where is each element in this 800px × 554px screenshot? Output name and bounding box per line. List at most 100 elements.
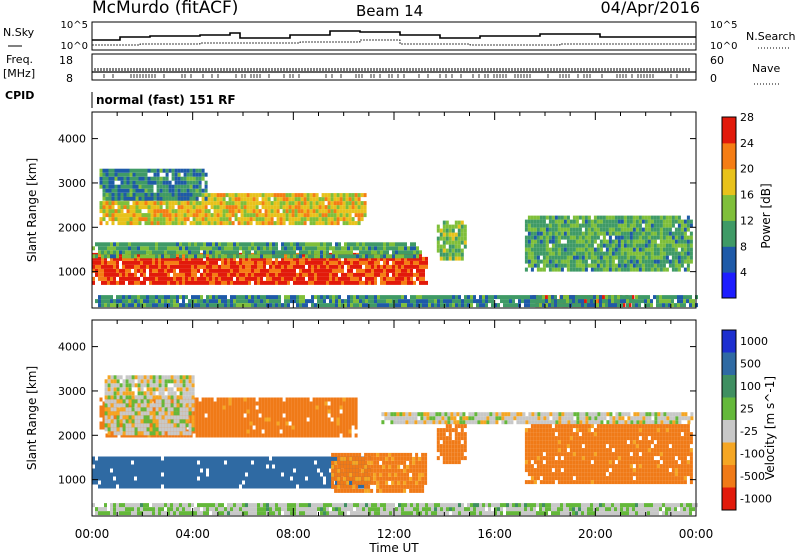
data-cell [123,172,127,177]
data-cell [206,272,209,277]
data-cell [329,460,332,465]
data-cell [350,250,353,255]
data-cell [461,303,464,308]
data-cell [210,217,214,222]
data-cell [185,480,188,485]
data-cell [209,260,212,265]
data-cell [119,256,122,261]
data-cell [203,468,206,473]
data-cell [284,256,287,261]
data-cell [161,299,164,304]
data-cell [674,251,678,256]
data-cell [296,276,299,281]
data-cell [368,242,371,247]
data-cell [216,221,220,226]
data-cell [587,255,591,260]
data-cell [102,209,106,214]
data-cell [275,472,278,477]
data-cell [327,217,331,222]
data-cell [308,464,311,469]
data-cell [395,246,398,251]
data-cell [95,260,98,265]
data-cell [206,480,209,485]
data-cell [578,235,582,240]
data-cell [252,201,256,206]
data-cell [111,205,115,210]
data-cell [373,480,377,485]
data-cell [300,205,304,210]
data-cell [305,272,308,277]
data-cell [237,193,241,198]
data-cell [341,299,344,304]
data-cell [152,484,155,489]
data-cell [239,303,242,308]
data-cell [350,272,353,277]
data-cell [349,456,353,461]
data-cell [107,264,110,269]
data-cell [641,239,645,244]
data-cell [617,247,621,252]
data-cell [165,192,169,197]
data-cell [135,192,139,197]
data-cell [590,243,594,248]
data-cell [359,295,362,300]
data-cell [407,276,410,281]
data-cell [413,303,416,308]
data-cell [164,268,167,273]
data-cell [224,484,227,489]
data-cell [198,188,202,193]
data-cell [593,303,596,308]
data-cell [261,193,265,198]
data-cell [343,468,347,473]
data-cell [395,276,398,281]
data-cell [500,295,503,300]
data-cell [245,299,248,304]
data-cell [201,193,205,198]
data-cell [290,260,293,265]
data-cell [665,299,668,304]
data-cell [329,480,332,485]
data-cell [359,272,362,277]
data-cell [179,264,182,269]
data-cell [458,295,461,300]
data-cell [143,254,146,259]
data-cell [686,259,690,264]
data-cell [254,460,257,465]
data-cell [346,488,350,493]
data-cell [203,456,206,461]
data-cell [137,264,140,269]
data-cell [397,468,401,473]
data-cell [476,303,479,308]
data-cell [320,260,323,265]
data-cell [176,464,179,469]
data-cell [312,213,316,218]
data-cell [267,209,271,214]
data-cell [677,219,681,224]
data-cell [306,193,310,198]
data-cell [593,251,597,256]
data-cell [230,295,233,300]
data-cell [98,468,101,473]
data-cell [125,268,128,273]
data-cell [386,303,389,308]
data-cell [224,299,227,304]
data-cell [191,484,194,489]
data-cell [334,452,338,457]
data-cell [530,263,534,268]
data-cell [140,472,143,477]
data-cell [581,251,585,256]
data-cell [356,280,359,285]
data-cell [677,231,681,236]
data-cell [129,172,133,177]
data-cell [200,456,203,461]
data-cell [575,223,579,228]
data-cell [287,242,290,247]
data-cell [257,246,260,251]
data-cell [335,268,338,273]
data-cell [545,223,549,228]
data-cell [442,232,446,237]
data-cell [398,280,401,285]
data-cell [614,239,618,244]
data-cell [108,184,112,189]
data-cell [593,247,597,252]
